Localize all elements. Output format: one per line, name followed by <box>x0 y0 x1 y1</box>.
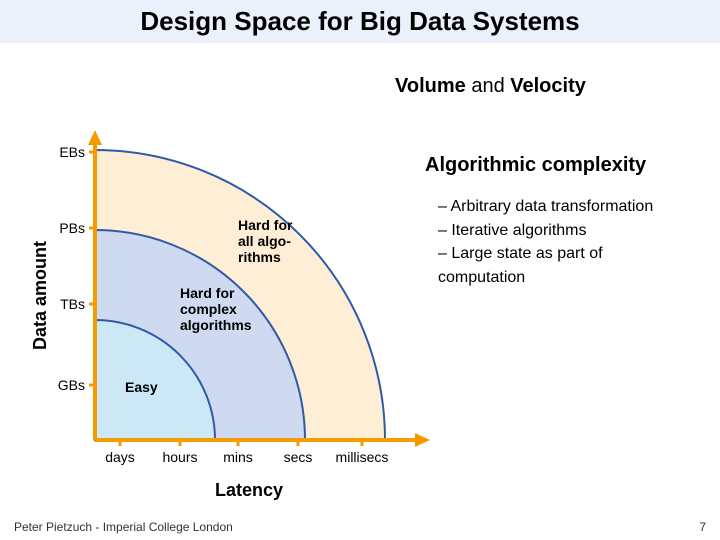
region-label-easy: Easy <box>125 379 158 395</box>
region-label-hard-complex: complex <box>180 301 237 317</box>
x-tick-label: secs <box>284 449 313 465</box>
x-axis-label: Latency <box>215 480 283 501</box>
x-tick-label: mins <box>223 449 253 465</box>
y-tick-label: PBs <box>59 220 85 236</box>
region-label-hard-complex: algorithms <box>180 317 252 333</box>
region-label-hard-all: all algo- <box>238 233 291 249</box>
region-label-hard-all: rithms <box>238 249 281 265</box>
y-axis-label: Data amount <box>30 241 51 350</box>
design-space-chart: EBs PBs TBs GBs days hours mins secs millisecs Ha… <box>0 0 720 540</box>
y-tick-label: EBs <box>59 144 85 160</box>
y-tick-label: GBs <box>58 377 85 393</box>
y-tick-label: TBs <box>60 296 85 312</box>
region-label-hard-all: Hard for <box>238 217 293 233</box>
region-label-hard-complex: Hard for <box>180 285 235 301</box>
x-axis-arrow <box>415 433 430 447</box>
x-tick-label: hours <box>162 449 197 465</box>
footer-author: Peter Pietzuch - Imperial College London <box>14 520 233 534</box>
footer: Peter Pietzuch - Imperial College London… <box>14 520 706 534</box>
x-tick-label: days <box>105 449 135 465</box>
y-axis-arrow <box>88 130 102 145</box>
x-tick-label: millisecs <box>336 449 389 465</box>
page-number: 7 <box>699 520 706 534</box>
